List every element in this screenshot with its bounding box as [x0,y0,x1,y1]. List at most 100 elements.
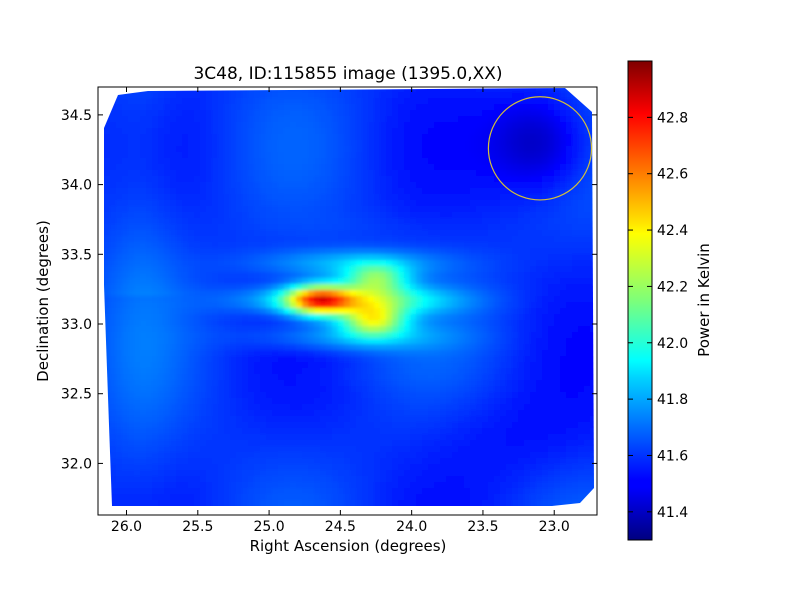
heat-cell [236,314,243,321]
heat-cell [326,350,333,357]
heat-cell [248,176,255,183]
heat-cell [176,344,183,351]
heat-cell [308,368,315,375]
heat-cell [428,380,435,387]
heat-cell [212,278,219,285]
heat-cell [494,104,501,111]
heat-cell [590,242,594,249]
heat-cell [404,176,411,183]
heat-cell [206,410,213,417]
heat-cell [152,404,159,411]
heat-cell [572,320,579,327]
heat-cell [464,350,471,357]
heat-cell [254,428,261,435]
heat-cell [248,98,255,105]
heat-cell [428,170,435,177]
heat-cell [398,110,405,117]
heat-cell [554,158,561,165]
heat-cell [356,176,363,183]
heat-cell [566,278,573,285]
heat-cell [494,386,501,393]
heat-cell [164,278,171,285]
heat-cell [398,104,405,111]
heat-cell [392,242,399,249]
heat-cell [548,344,555,351]
heat-cell [590,350,594,357]
heat-cell [446,146,453,153]
heat-cell [470,248,477,255]
heat-cell [488,362,495,369]
heat-cell [494,320,501,327]
heat-cell [410,296,417,303]
heat-cell [350,182,357,189]
heat-cell [500,170,507,177]
heat-cell [404,344,411,351]
heat-cell [200,152,207,159]
heat-cell [260,104,267,111]
heat-cell [284,410,291,417]
heat-cell [272,122,279,129]
heat-cell [284,296,291,303]
heat-cell [356,200,363,207]
heat-cell [554,170,561,177]
heat-cell [170,266,177,273]
heat-cell [290,164,297,171]
heat-cell [470,428,477,435]
heat-cell [536,140,543,147]
heat-cell [470,416,477,423]
heat-cell [398,434,405,441]
heat-cell [470,128,477,135]
heat-cell [122,386,129,393]
heat-cell [242,146,249,153]
heat-cell [482,290,489,297]
heat-cell [392,206,399,213]
heat-cell [578,380,585,387]
heat-cell [470,92,477,99]
heat-cell [320,140,327,147]
heat-cell [104,320,111,327]
heat-cell [524,272,531,279]
heat-cell [104,428,105,435]
heat-cell [464,248,471,255]
heat-cell [422,260,429,267]
heat-cell [332,422,339,429]
heat-cell [326,182,333,189]
heat-cell [308,350,315,357]
heat-cell [224,260,231,267]
heat-cell [272,88,279,93]
heat-cell [590,338,594,345]
heat-cell [434,254,441,261]
heat-cell [440,260,447,267]
heat-cell [284,404,291,411]
heat-cell [104,140,111,147]
heat-cell [536,350,543,357]
heat-cell [344,242,351,249]
heat-cell [260,122,267,129]
heat-cell [104,296,111,303]
heat-cell [152,104,159,111]
heat-cell [356,326,363,333]
heat-cell [218,92,225,99]
heat-cell [368,344,375,351]
heat-cell [536,98,543,105]
heat-cell [350,236,357,243]
heat-cell [320,152,327,159]
heat-cell [134,158,141,165]
heat-cell [182,116,189,123]
heat-cell [338,182,345,189]
heat-cell [134,326,141,333]
heat-cell [140,98,147,105]
heat-cell [194,140,201,147]
heat-cell [272,302,279,309]
heat-cell [560,164,567,171]
heat-cell [140,380,147,387]
heat-cell [338,140,345,147]
heat-cell [344,200,351,207]
heat-cell [368,188,375,195]
heat-cell [392,134,399,141]
heat-cell [464,368,471,375]
heat-cell [380,140,387,147]
heat-cell [410,170,417,177]
heat-cell [392,326,399,333]
heat-cell [452,362,459,369]
